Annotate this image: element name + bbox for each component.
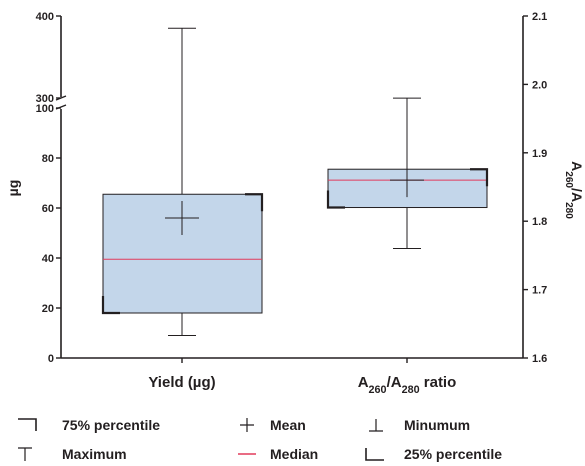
legend-label: Minumum [404,417,470,433]
right-tick-label: 2.0 [532,79,547,91]
q3-corner-mark [470,168,489,187]
q1-corner-mark [101,296,120,315]
labels: Yield (µg) A260/A280 ratio µg A260/A280 [5,161,585,396]
q1-corner-mark [326,190,345,209]
left-tick-label: 40 [42,253,54,265]
legend-label: 25% percentile [404,446,502,462]
left-tick-label: 20 [42,303,54,315]
left-tick-label: 100 [36,103,54,115]
legend: 75% percentile Mean Minumum Maximum Median 25… [18,417,502,462]
q3-corner-mark [245,193,264,212]
left-tick-label: 0 [48,353,54,365]
right-axis-title: A260/A280 [564,161,585,219]
legend-symbol-max-mark [18,447,32,461]
left-tick-label: 300 [36,93,54,105]
legend-label: Mean [270,417,306,433]
right-tick-label: 1.9 [532,148,547,160]
right-tick-label: 1.7 [532,285,547,297]
legend-symbol-q1-corner [365,448,384,461]
legend-symbol-mean-cross [240,418,254,432]
boxes [101,27,489,336]
left-axis-title: µg [5,180,21,197]
legend-symbol-min-mark [369,419,383,432]
category-label: A260/A280 ratio [358,374,457,396]
legend-label: 75% percentile [62,417,160,433]
left-tick-label: 80 [42,153,54,165]
legend-symbol-q3-corner [18,418,37,431]
left-tick-label: 60 [42,203,54,215]
legend-label: Maximum [62,446,127,462]
left-tick-label: 400 [36,11,54,23]
right-tick-label: 1.6 [532,353,547,365]
category-label: Yield (µg) [148,374,215,391]
legend-label: Median [270,446,318,462]
right-tick-label: 2.1 [532,11,547,23]
right-tick-label: 1.8 [532,216,547,228]
